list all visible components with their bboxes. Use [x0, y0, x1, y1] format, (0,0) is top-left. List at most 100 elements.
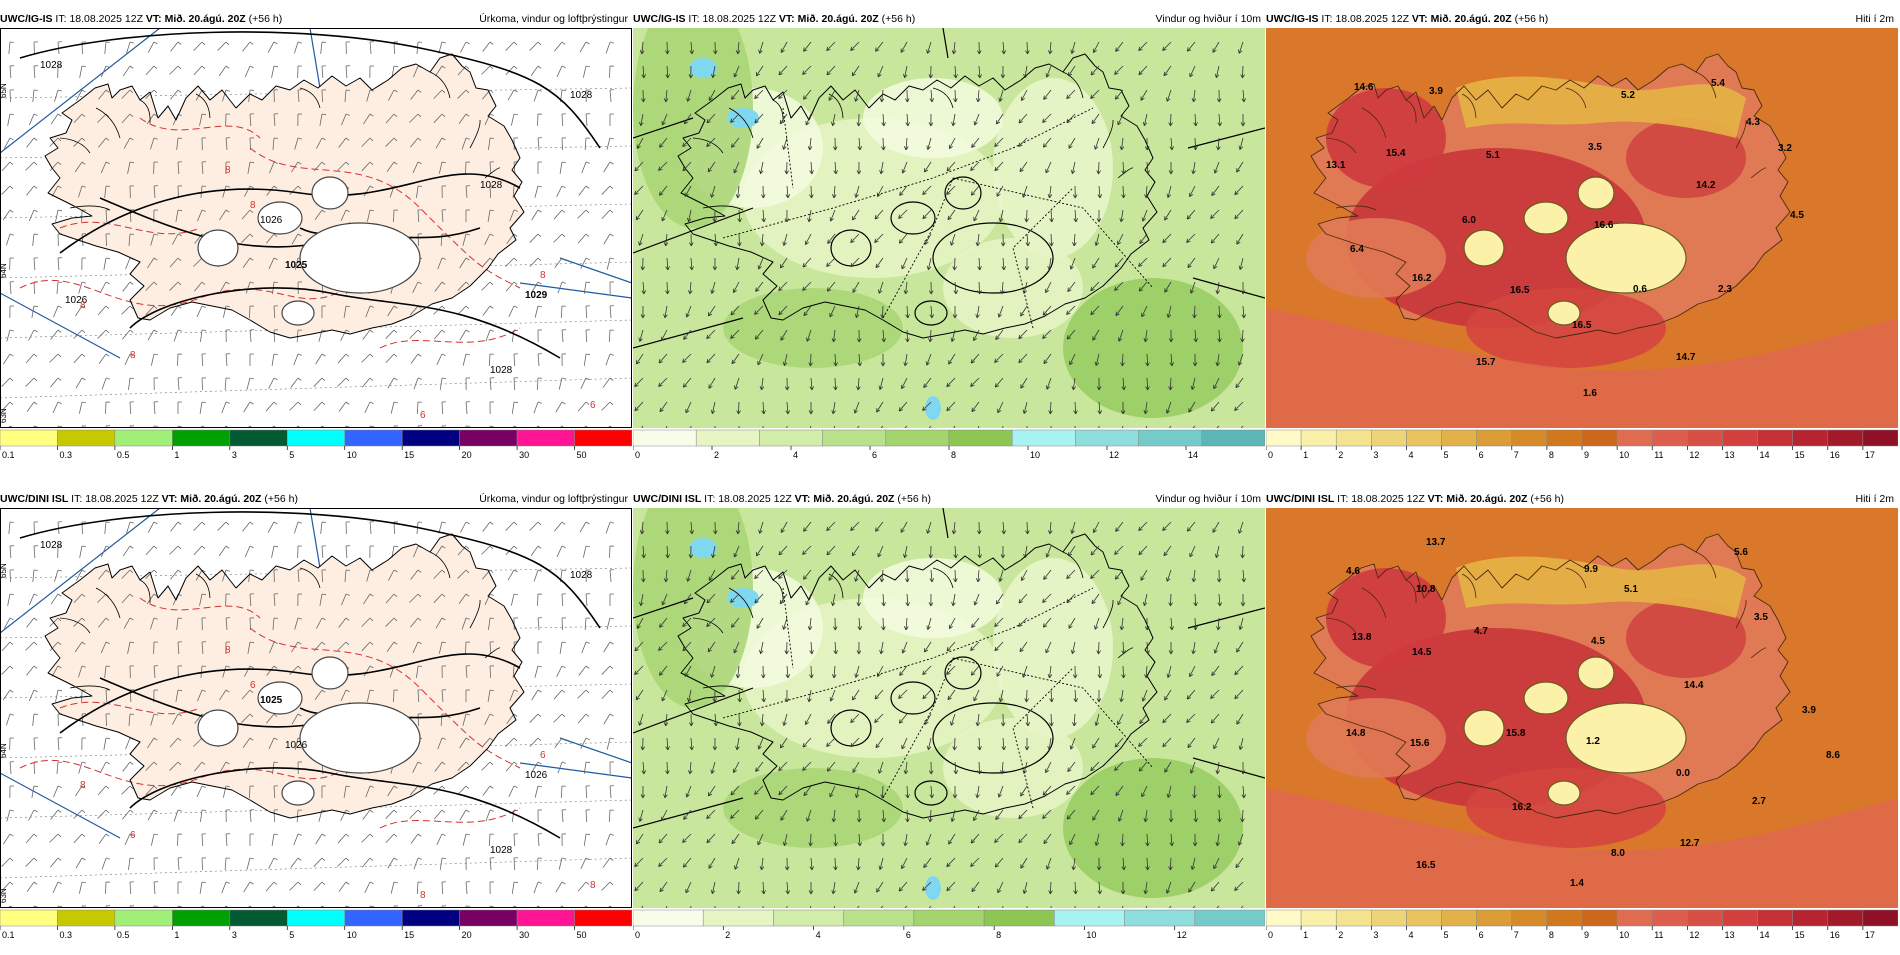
station-value: 14.7: [1676, 352, 1696, 363]
colorbar-tick-label: 3: [1373, 930, 1378, 940]
colorbar-tick-label: 1: [1303, 930, 1308, 940]
station-value: 14.2: [1696, 180, 1716, 191]
isotherm-label: 8: [225, 645, 231, 656]
colorbar-swatch: [1793, 910, 1828, 926]
latitude-label: 64N: [0, 263, 8, 278]
vt-label: VT:: [1428, 493, 1444, 505]
isotherm-label: 8: [250, 200, 256, 211]
isotherm-label: 6: [420, 410, 426, 421]
station-value: 4.7: [1474, 626, 1488, 637]
station-value: 13.1: [1326, 160, 1346, 171]
isotherm-label: 6: [590, 400, 596, 411]
panel-dini-wind: UWC/DINI ISL IT: 18.08.2025 12Z VT: Mið.…: [633, 490, 1265, 955]
station-value: 3.2: [1778, 143, 1792, 154]
colorbar-tick-label: 17: [1865, 930, 1875, 940]
colorbar-swatches: [1266, 430, 1898, 446]
station-value: 5.4: [1711, 78, 1725, 89]
station-value: 15.8: [1506, 728, 1526, 739]
model-name: UWC/DINI ISL: [633, 493, 701, 505]
colorbar-tick-label: 3: [1373, 450, 1378, 460]
init-time: 18.08.2025 12Z: [1335, 13, 1409, 25]
it-label: IT:: [1321, 13, 1332, 25]
valid-time: Mið. 20.ágú. 20Z: [1446, 493, 1527, 505]
colorbar-swatch: [115, 910, 172, 926]
colorbar-swatch: [1793, 430, 1828, 446]
colorbar-swatch: [823, 430, 886, 446]
colorbar-swatch: [287, 910, 344, 926]
lead-time: (+56 h): [882, 13, 916, 25]
panel-header: UWC/DINI ISL IT: 18.08.2025 12Z VT: Mið.…: [0, 490, 632, 508]
init-time: 18.08.2025 12Z: [1351, 493, 1425, 505]
colorbar-tick-label: 2: [1338, 930, 1343, 940]
colorbar-tick-label: 10: [347, 450, 357, 460]
colorbar-tick-label: 14: [1760, 450, 1770, 460]
colorbar-swatch: [1195, 910, 1265, 926]
colorbar-swatches: [0, 430, 632, 446]
latitude-label: 65N: [0, 83, 8, 98]
lead-time: (+56 h): [897, 493, 931, 505]
colorbar-swatch: [1477, 430, 1512, 446]
colorbar-tick-label: 20: [462, 930, 472, 940]
panel-ig-is-wind: UWC/IG-IS IT: 18.08.2025 12Z VT: Mið. 20…: [633, 10, 1265, 475]
colorbar-tick-label: 6: [906, 930, 911, 940]
colorbar-swatch: [1652, 910, 1687, 926]
isobar-label: 1026: [285, 740, 308, 751]
panel-title: Vindur og hviður í 10m: [1156, 10, 1261, 28]
colorbar-swatch: [1336, 910, 1371, 926]
colorbar-tick-label: 50: [577, 450, 587, 460]
it-label: IT:: [688, 13, 699, 25]
colorbar-tick-label: 8: [996, 930, 1001, 940]
colorbar-swatch: [1442, 430, 1477, 446]
station-value: 5.1: [1486, 150, 1500, 161]
colorbar-swatch: [1442, 910, 1477, 926]
colorbar-tick-label: 10: [1619, 930, 1629, 940]
colorbar-swatch: [949, 430, 1012, 446]
colorbar-tick-label: 8: [1549, 930, 1554, 940]
init-time: 18.08.2025 12Z: [718, 493, 792, 505]
isotherm-label: 8: [80, 780, 86, 791]
colorbar-swatch: [1301, 910, 1336, 926]
colorbar-swatch: [1758, 430, 1793, 446]
wind-map[interactable]: [633, 28, 1265, 428]
colorbar-swatch: [402, 430, 459, 446]
station-value: 16.5: [1510, 285, 1530, 296]
colorbar-swatch: [1512, 910, 1547, 926]
colorbar-tick-label: 14: [1760, 930, 1770, 940]
colorbar-tick-label: 5: [1444, 450, 1449, 460]
vt-label: VT:: [1412, 13, 1428, 25]
colorbar-swatch: [172, 910, 229, 926]
station-value: 5.2: [1621, 90, 1635, 101]
station-value: 15.4: [1386, 148, 1406, 159]
station-value: 16.5: [1416, 860, 1436, 871]
colorbar-tick-label: 17: [1865, 450, 1875, 460]
lead-time: (+56 h): [1515, 13, 1549, 25]
colorbar-swatch: [1582, 430, 1617, 446]
colorbar-tick-label: 0.1: [2, 930, 15, 940]
isotherm-label: 8: [590, 880, 596, 891]
colorbar-tick-label: 9: [1584, 450, 1589, 460]
colorbar-tick-label: 3: [232, 450, 237, 460]
isotherm-label: 6: [540, 750, 546, 761]
colorbar-swatch: [696, 430, 759, 446]
wind-map[interactable]: [633, 508, 1265, 908]
colorbar-tick-label: 30: [519, 930, 529, 940]
station-value: 3.5: [1588, 142, 1602, 153]
station-value: 1.6: [1583, 388, 1597, 399]
station-value: 3.5: [1754, 612, 1768, 623]
colorbar-tick-label: 8: [1549, 450, 1554, 460]
model-name: UWC/DINI ISL: [0, 493, 68, 505]
colorbar-tick-label: 1: [1303, 450, 1308, 460]
colorbar-swatch: [402, 910, 459, 926]
colorbar-swatch: [1202, 430, 1265, 446]
station-value: 16.2: [1512, 802, 1532, 813]
station-value: 5.1: [1624, 584, 1638, 595]
panel-title: Hiti í 2m: [1855, 490, 1894, 508]
panel-header: UWC/IG-IS IT: 18.08.2025 12Z VT: Mið. 20…: [0, 10, 632, 28]
station-value: 4.5: [1790, 210, 1804, 221]
colorbar-swatch: [773, 910, 843, 926]
